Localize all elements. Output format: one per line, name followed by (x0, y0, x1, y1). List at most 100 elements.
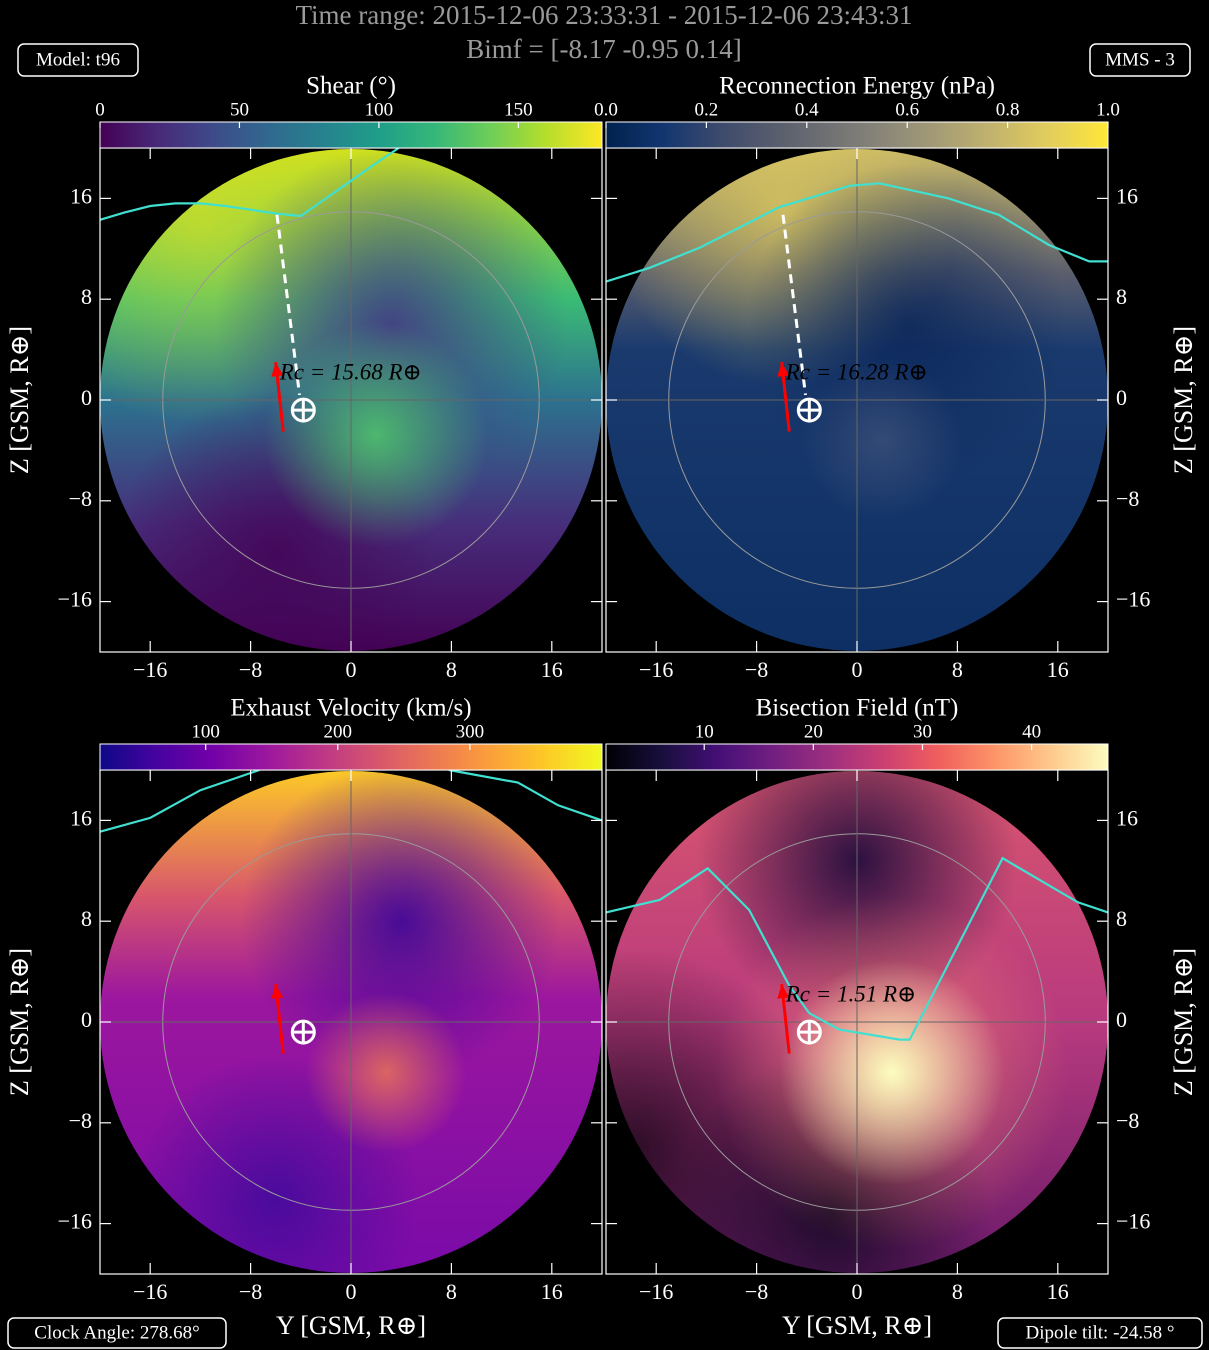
colorbar-tick-label: 0 (95, 99, 105, 120)
x-tick-label: −16 (639, 1279, 673, 1304)
y-tick-label: −16 (58, 1209, 92, 1234)
x-tick-label: 8 (446, 1279, 457, 1304)
colorbar-tick-label: 0.4 (795, 99, 819, 120)
x-tick-label: 16 (1047, 657, 1069, 682)
x-tick-label: −16 (133, 657, 167, 682)
colorbar-tick-label: 30 (913, 721, 932, 742)
earth-cross (798, 1021, 821, 1044)
x-tick-label: −16 (639, 657, 673, 682)
y-axis-label: Z [GSM, R⊕] (5, 326, 34, 474)
x-tick-label: 16 (1047, 1279, 1069, 1304)
y-tick-label: −8 (1116, 486, 1139, 511)
x-tick-label: 8 (446, 657, 457, 682)
x-tick-label: 16 (541, 657, 563, 682)
y-tick-label: −16 (58, 587, 92, 612)
y-tick-label: −8 (69, 1108, 92, 1133)
heatmap-blob (240, 771, 562, 1082)
x-tick-label: 0 (346, 657, 357, 682)
model-box (17, 43, 139, 77)
arrow-head (777, 362, 790, 377)
y-tick-label: −16 (1116, 587, 1150, 612)
clock-angle-box (7, 1317, 227, 1349)
arrow-head (777, 984, 790, 999)
y-tick-label: 16 (1116, 183, 1138, 208)
heatmap-blob (263, 322, 489, 548)
subtitle: Bimf = [-8.17 -0.95 0.14] (466, 34, 741, 64)
annotation: Rc = 1.51 R⊕ (785, 981, 917, 1006)
annotation: Rc = 16.28 R⊕ (785, 359, 928, 384)
x-tick-label: 8 (952, 657, 963, 682)
boundary-line (99, 768, 603, 833)
colorbar-tick-label: 150 (504, 99, 533, 120)
x-tick-label: −8 (745, 657, 768, 682)
colorbar-tick-label: 10 (695, 721, 714, 742)
x-tick-label: −16 (133, 1279, 167, 1304)
y-tick-label: 16 (70, 183, 92, 208)
clock-angle-label: Clock Angle: 278.68° (34, 1322, 199, 1343)
colorbar-tick-label: 40 (1022, 721, 1041, 742)
x-tick-label: 0 (852, 1279, 863, 1304)
y-tick-label: 8 (1116, 284, 1127, 309)
x-axis-label: Y [GSM, R⊕] (276, 1311, 426, 1340)
boundary-line (605, 856, 1109, 1041)
dipole-tilt-label: Dipole tilt: -24.58 ° (1025, 1322, 1174, 1343)
colorbar-tick-label: 20 (804, 721, 823, 742)
colorbar-tick-label: 300 (456, 721, 485, 742)
y-tick-label: −8 (1116, 1108, 1139, 1133)
y-tick-label: 0 (81, 1007, 92, 1032)
x-tick-label: −8 (745, 1279, 768, 1304)
x-tick-label: −8 (239, 1279, 262, 1304)
dipole-tilt-box (997, 1317, 1203, 1349)
colorbar-label: Bisection Field (nT) (756, 695, 959, 722)
y-tick-label: 8 (1116, 906, 1127, 931)
reconnection-line (275, 214, 302, 396)
model-label: Model: t96 (36, 49, 120, 70)
colorbar (605, 743, 1109, 771)
colorbar-tick-label: 50 (230, 99, 249, 120)
y-tick-label: 0 (1116, 385, 1127, 410)
boundary-line (99, 147, 400, 221)
x-tick-label: −8 (239, 657, 262, 682)
y-axis-label: Z [GSM, R⊕] (5, 948, 34, 1096)
y-tick-label: 16 (1116, 805, 1138, 830)
panel: Rc = 16.28 R⊕ −16 −8 0 8 16 −16 −8 0 8 16 Z [GSM, R… (594, 73, 1198, 682)
earth-cross (292, 1021, 315, 1044)
y-axis-label: Z [GSM, R⊕] (1169, 948, 1198, 1096)
boundary-line (605, 182, 1108, 283)
panel: Rc = 1.51 R⊕ −16 −8 0 8 16 −16 −8 0 8 16 Z [GSM, R⊕… (605, 695, 1198, 1340)
x-tick-label: 8 (952, 1279, 963, 1304)
x-axis-label: Y [GSM, R⊕] (782, 1311, 932, 1340)
colorbar (605, 121, 1109, 149)
y-tick-label: −16 (1116, 1209, 1150, 1234)
y-tick-label: 8 (81, 284, 92, 309)
spacecraft-label: MMS - 3 (1105, 49, 1175, 70)
y-tick-label: 16 (70, 805, 92, 830)
arrow-head (271, 362, 284, 377)
arrow-head (271, 984, 284, 999)
colorbar (99, 121, 603, 149)
colorbar-tick-label: 200 (324, 721, 353, 742)
colorbar-tick-label: 100 (365, 99, 394, 120)
colorbar-tick-label: 1.0 (1096, 99, 1120, 120)
colorbar-tick-label: 0.0 (594, 99, 618, 120)
colorbar-label: Shear (°) (306, 73, 396, 100)
colorbar-tick-label: 100 (191, 721, 220, 742)
colorbar-tick-label: 0.6 (895, 99, 919, 120)
x-tick-label: 0 (852, 657, 863, 682)
title: Time range: 2015-12-06 23:33:31 - 2015-1… (296, 0, 913, 30)
earth-cross (798, 399, 821, 422)
y-tick-label: 8 (81, 906, 92, 931)
earth-cross (292, 399, 315, 422)
reconnection-line (781, 214, 808, 396)
panel: −16 −8 0 8 16 −16 −8 0 8 16 Z [GSM, R⊕] Y [GSM, R⊕]… (5, 695, 603, 1340)
colorbar-label: Reconnection Energy (nPa) (719, 73, 995, 100)
spacecraft-box (1089, 43, 1191, 77)
colorbar-tick-label: 0.2 (695, 99, 719, 120)
colorbar-label: Exhaust Velocity (km/s) (230, 695, 471, 722)
heatmap-blob (779, 959, 1005, 1185)
y-tick-label: −8 (69, 486, 92, 511)
annotation: Rc = 15.68 R⊕ (279, 359, 422, 384)
y-tick-label: 0 (81, 385, 92, 410)
colorbar (99, 743, 603, 771)
